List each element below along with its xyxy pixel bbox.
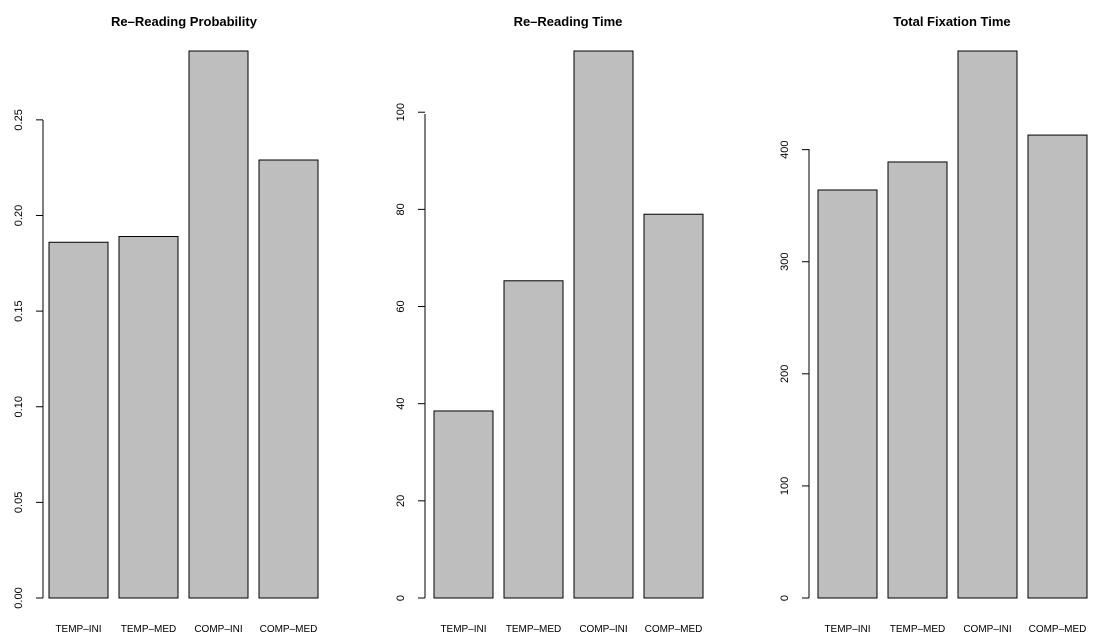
category-label: COMP–INI [963,624,1011,633]
category-label: TEMP–INI [440,624,486,633]
y-tick-label: 60 [395,300,407,312]
bar [957,50,1018,599]
y-tick-label: 20 [395,495,407,507]
category-label: TEMP–MED [890,624,946,633]
y-tick-label: 40 [395,398,407,410]
bar [118,236,179,599]
bar [258,159,319,599]
bar [573,50,634,599]
bar [643,213,704,599]
bar [887,161,948,599]
bars [433,50,704,599]
bar [817,189,878,599]
panel-total-fixation-time: Total Fixation Time 0 100 200 300 400 TEMP–I… [779,14,1088,633]
category-label: TEMP–MED [506,624,562,633]
bar [1027,134,1088,599]
y-tick-label: 0 [779,595,791,601]
bar [188,50,249,599]
category-label: TEMP–MED [121,624,177,633]
category-label: COMP–MED [260,624,318,633]
y-tick-label: 0.10 [13,396,25,417]
y-ticks: 0.00 0.05 0.10 0.15 0.20 0.25 [13,109,43,609]
category-label: COMP–MED [1029,624,1087,633]
y-tick-label: 0 [395,595,407,601]
bars [48,50,319,599]
y-tick-label: 80 [395,203,407,215]
category-label: COMP–MED [645,624,703,633]
y-tick-label: 400 [779,140,791,158]
panel-title: Re–Reading Time [514,14,623,29]
category-labels: TEMP–INI TEMP–MED COMP–INI COMP–MED [824,624,1086,633]
y-tick-label: 100 [395,103,407,121]
panel-title: Total Fixation Time [893,14,1010,29]
bar [433,410,494,599]
category-label: COMP–INI [194,624,242,633]
y-tick-label: 200 [779,365,791,383]
panel-title: Re–Reading Probability [111,14,258,29]
bar [48,241,109,599]
y-tick-label: 0.20 [13,205,25,226]
category-labels: TEMP–INI TEMP–MED COMP–INI COMP–MED [440,624,702,633]
category-labels: TEMP–INI TEMP–MED COMP–INI COMP–MED [55,624,317,633]
y-tick-label: 100 [779,477,791,495]
y-tick-label: 0.00 [13,587,25,608]
y-tick-label: 0.15 [13,300,25,321]
y-tick-label: 0.05 [13,492,25,513]
y-ticks: 0 20 40 60 80 100 [395,103,425,601]
bar [503,280,564,599]
category-label: TEMP–INI [55,624,101,633]
y-tick-label: 300 [779,253,791,271]
category-label: TEMP–INI [824,624,870,633]
panel-re-reading-probability: Re–Reading Probability 0.000.050.100.150… [13,14,319,633]
category-label: COMP–INI [579,624,627,633]
y-tick-label: 0.25 [13,109,25,130]
y-ticks: 0 100 200 300 400 [779,140,809,601]
bars [817,50,1088,599]
